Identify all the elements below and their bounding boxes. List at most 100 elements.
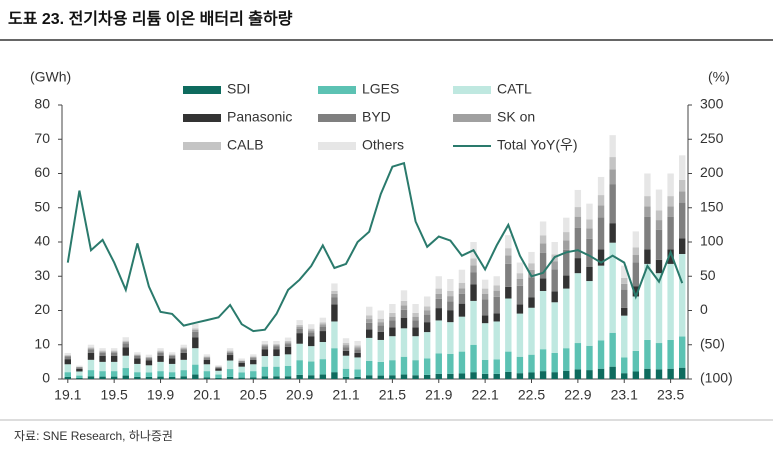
bar-segment bbox=[87, 344, 95, 348]
bar-segment bbox=[481, 359, 489, 374]
bar-segment bbox=[679, 336, 686, 368]
bar-segment bbox=[215, 377, 222, 379]
bar-segment bbox=[447, 290, 454, 297]
bar-segment bbox=[99, 371, 106, 377]
bar-segment bbox=[238, 366, 245, 373]
bar-segment bbox=[250, 356, 257, 358]
bar-segment bbox=[621, 289, 628, 308]
legend-swatch bbox=[183, 86, 221, 94]
bar-segment bbox=[679, 253, 686, 337]
bar-segment bbox=[99, 355, 106, 362]
bar-segment bbox=[586, 238, 593, 268]
bar-segment bbox=[110, 348, 118, 351]
source: 자료: SNE Research, 하나증권 bbox=[14, 429, 173, 443]
bar-segment bbox=[586, 203, 593, 220]
bar-segment bbox=[192, 323, 199, 329]
bar-segment bbox=[423, 296, 431, 307]
bar-segment bbox=[296, 333, 303, 344]
bar-segment bbox=[110, 352, 118, 356]
bar-segment bbox=[481, 323, 489, 360]
y-tick-label: 30 bbox=[34, 267, 50, 283]
bar-segment bbox=[110, 376, 118, 379]
bar-segment bbox=[122, 375, 129, 379]
bar-segment bbox=[679, 202, 686, 239]
bar-segment bbox=[644, 216, 651, 250]
bar-segment bbox=[655, 229, 663, 260]
bar-segment bbox=[516, 304, 524, 314]
bar-segment bbox=[493, 359, 500, 374]
legend-label: SDI bbox=[227, 81, 250, 97]
bar-segment bbox=[354, 376, 361, 379]
bar-segment bbox=[597, 368, 605, 379]
bar-segment bbox=[377, 325, 384, 332]
bar-segment bbox=[64, 364, 71, 373]
y-tick-label: 80 bbox=[34, 96, 50, 112]
y-axis-label: (GWh) bbox=[30, 69, 71, 85]
bar-segment bbox=[412, 327, 419, 337]
legend-swatch bbox=[183, 142, 221, 150]
bar-segment bbox=[447, 301, 454, 311]
bar-segment bbox=[122, 368, 129, 376]
bar-segment bbox=[597, 217, 605, 250]
bar-segment bbox=[284, 337, 292, 341]
legend-swatch bbox=[318, 114, 356, 122]
x-tick-label: 21.1 bbox=[332, 387, 359, 403]
bar-segment bbox=[226, 348, 234, 351]
bar-segment bbox=[157, 361, 164, 372]
bar-segment bbox=[470, 265, 477, 273]
bar-segment bbox=[157, 348, 164, 351]
bar-segment bbox=[238, 358, 245, 361]
bar-segment bbox=[377, 310, 384, 319]
bar-segment bbox=[319, 322, 327, 325]
bar-segment bbox=[284, 344, 292, 347]
bar-segment bbox=[134, 372, 141, 377]
bar-segment bbox=[481, 279, 489, 289]
bar-segment bbox=[539, 278, 547, 291]
bar-segment bbox=[667, 368, 674, 379]
bar-segment bbox=[563, 232, 570, 241]
bar-segment bbox=[435, 320, 442, 354]
bar-segment bbox=[377, 322, 384, 326]
y2-tick-label: 250 bbox=[700, 130, 724, 146]
bar-segment bbox=[551, 302, 558, 353]
bar-segment bbox=[679, 155, 686, 181]
bar-segment bbox=[273, 344, 280, 346]
bar-segment bbox=[215, 366, 222, 368]
y-tick-label: 70 bbox=[34, 130, 50, 146]
bar-segment bbox=[238, 372, 245, 378]
bar-segment bbox=[574, 189, 582, 208]
bar-segment bbox=[505, 298, 512, 352]
bar-segment bbox=[168, 363, 176, 373]
bar-segment bbox=[493, 373, 500, 379]
bar-segment bbox=[667, 263, 674, 340]
bar-segment bbox=[563, 217, 570, 233]
bar-segment bbox=[516, 285, 524, 305]
bar-segment bbox=[458, 269, 466, 283]
bar-segment bbox=[644, 196, 651, 207]
bar-segment bbox=[284, 365, 292, 377]
bar-segment bbox=[423, 332, 431, 359]
bar-segment bbox=[563, 249, 570, 276]
y-tick-label: 10 bbox=[34, 335, 50, 351]
bar-segment bbox=[145, 354, 153, 357]
bar-segment bbox=[458, 282, 466, 289]
bar-segment bbox=[226, 355, 234, 361]
bar-segment bbox=[261, 345, 269, 347]
bar-segment bbox=[551, 269, 558, 292]
bar-segment bbox=[296, 326, 303, 329]
bar-segment bbox=[458, 288, 466, 294]
bar-segment bbox=[528, 372, 535, 379]
legend-label: BYD bbox=[362, 109, 391, 125]
bar-segment bbox=[516, 373, 524, 379]
bar-segment bbox=[261, 349, 269, 357]
bar-segment bbox=[597, 176, 605, 196]
bar-segment bbox=[308, 336, 315, 347]
bar-segment bbox=[145, 376, 153, 379]
bar-segment bbox=[551, 242, 558, 255]
bar-segment bbox=[284, 340, 292, 343]
bar-segment bbox=[354, 345, 361, 348]
bar-segment bbox=[273, 349, 280, 357]
bar-segment bbox=[505, 351, 512, 372]
bar-segment bbox=[76, 377, 83, 379]
bar-segment bbox=[655, 220, 663, 230]
